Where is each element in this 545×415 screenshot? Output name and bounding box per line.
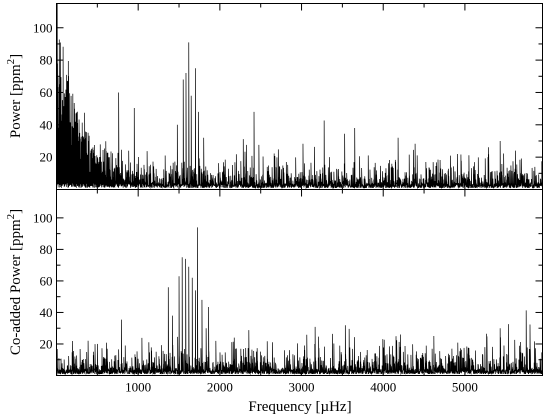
bottom-panel: 1000 2000 3000 4000 5000 20 40 60 80 100 Co-added…: [5, 189, 543, 415]
top-panel: 20 40 60 80 100 Power [ppm2]: [5, 3, 543, 190]
x-tick-label: 5000: [452, 380, 478, 395]
bottom-y-tick-label: 80: [40, 242, 53, 257]
x-tick-label: 4000: [370, 380, 396, 395]
bottom-ylabel: Co-added Power [ppm2]: [5, 209, 24, 355]
top-y-tick-label: 100: [33, 20, 53, 35]
top-y-tick-label: 40: [40, 117, 53, 132]
x-axis-title: Frequency [µHz]: [248, 399, 351, 415]
bottom-axis-ticks: 1000 2000 3000 4000 5000 20 40 60 80 100: [33, 189, 543, 395]
top-y-tick-label: 20: [40, 150, 53, 165]
x-tick-label: 1000: [125, 380, 151, 395]
top-plot-frame: [56, 3, 543, 190]
x-tick-label: 3000: [289, 380, 315, 395]
bottom-y-tick-label: 60: [40, 273, 53, 288]
top-y-tick-label: 80: [40, 53, 53, 68]
top-y-tick-label: 60: [40, 85, 53, 100]
bottom-spectrum-line: [56, 227, 543, 376]
x-tick-label: 2000: [207, 380, 233, 395]
bottom-y-tick-label: 40: [40, 305, 53, 320]
top-spectrum-line: [56, 3, 543, 190]
bottom-y-tick-label: 20: [40, 336, 53, 351]
bottom-plot-frame: [56, 189, 543, 376]
top-ylabel: Power [ppm2]: [5, 54, 24, 138]
bottom-y-tick-label: 100: [33, 210, 53, 225]
top-axis-ticks: 20 40 60 80 100: [33, 3, 543, 190]
